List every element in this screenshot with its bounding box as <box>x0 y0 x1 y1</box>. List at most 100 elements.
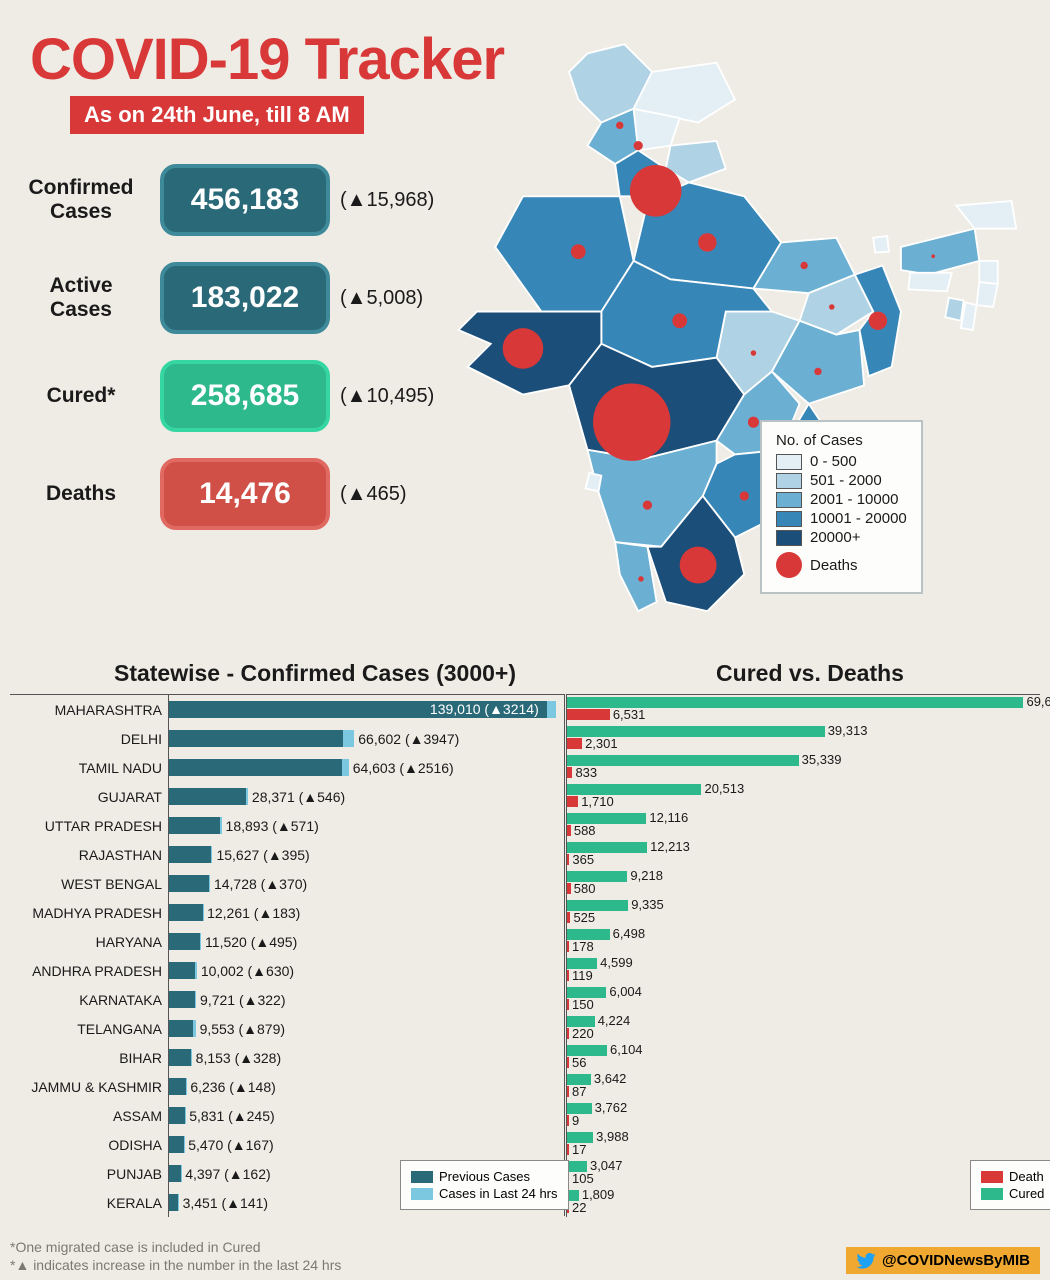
death-circle <box>751 350 757 356</box>
state-row: UTTAR PRADESH 18,893 (▲571) <box>10 811 564 840</box>
cured-value: 4,224 <box>598 1013 631 1028</box>
death-circle <box>869 312 887 330</box>
stat-delta: (▲5,008) <box>340 287 423 310</box>
state-row: HARYANA 11,520 (▲495) <box>10 927 564 956</box>
state-name: ODISHA <box>10 1137 168 1153</box>
legend-row: 501 - 2000 <box>776 472 907 489</box>
death-circle <box>800 262 807 269</box>
bar-value: 15,627 (▲395) <box>216 847 309 863</box>
death-circle <box>638 576 644 582</box>
region-goa <box>586 473 602 491</box>
state-name: WEST BENGAL <box>10 876 168 892</box>
death-bar <box>567 883 571 894</box>
bar-new <box>220 817 222 834</box>
bar-prev <box>169 759 342 776</box>
death-value: 105 <box>572 1171 594 1186</box>
bar-prev <box>169 991 195 1008</box>
death-value: 87 <box>572 1084 586 1099</box>
stat-label: Cured* <box>10 384 152 408</box>
bar-new <box>203 904 204 921</box>
right-chart-title: Cured vs. Deaths <box>610 660 1010 687</box>
bar-value: 64,603 (▲2516) <box>353 760 454 776</box>
cured-value: 12,116 <box>649 810 688 825</box>
death-bar <box>567 767 572 778</box>
left-chart-legend: Previous CasesCases in Last 24 hrs <box>400 1160 569 1210</box>
death-circle <box>740 491 749 500</box>
state-row: WEST BENGAL 14,728 (▲370) <box>10 869 564 898</box>
stat-row: Deaths 14,476 (▲465) <box>10 458 440 530</box>
death-circle <box>814 368 821 375</box>
right-chart-legend: DeathCured <box>970 1160 1050 1210</box>
twitter-icon <box>856 1253 876 1269</box>
death-value: 365 <box>572 852 594 867</box>
state-name: KERALA <box>10 1195 168 1211</box>
death-value: 588 <box>574 823 596 838</box>
bar-track: 10,002 (▲630) <box>168 956 564 985</box>
bar-track: 11,520 (▲495) <box>168 927 564 956</box>
death-circle <box>672 313 687 328</box>
cured-death-row: 4,224 220 <box>566 1014 1040 1043</box>
bar-track: 8,153 (▲328) <box>168 1043 564 1072</box>
death-circle <box>571 244 586 259</box>
bar-new <box>209 875 210 892</box>
state-name: TELANGANA <box>10 1021 168 1037</box>
cured-death-row: 3,047 105 <box>566 1159 1040 1188</box>
stat-value-pill: 456,183 <box>160 164 330 236</box>
bar-track: 28,371 (▲546) <box>168 782 564 811</box>
cured-death-row: 35,339 833 <box>566 753 1040 782</box>
cured-death-row: 12,213 365 <box>566 840 1040 869</box>
region-nagaland <box>979 261 997 284</box>
bar-new <box>185 1107 186 1124</box>
stats-cards: ConfirmedCases 456,183 (▲15,968) ActiveC… <box>10 164 440 556</box>
bar-value: 10,002 (▲630) <box>201 963 294 979</box>
bar-value: 6,236 (▲148) <box>190 1079 275 1095</box>
death-circle <box>698 233 716 251</box>
cured-value: 12,213 <box>650 839 690 854</box>
bar-prev <box>169 1078 186 1095</box>
region-manipur <box>977 282 998 307</box>
bar-track: 9,721 (▲322) <box>168 985 564 1014</box>
legend-row: 2001 - 10000 <box>776 491 907 508</box>
cured-death-row: 3,988 17 <box>566 1130 1040 1159</box>
legend-row: 10001 - 20000 <box>776 510 907 527</box>
bar-track: 9,553 (▲879) <box>168 1014 564 1043</box>
bar-prev <box>169 846 211 863</box>
twitter-handle: @COVIDNewsByMIB <box>846 1247 1040 1274</box>
death-bar <box>567 1144 569 1155</box>
death-circle <box>634 141 643 150</box>
bar-new <box>195 962 197 979</box>
cured-bar <box>567 755 799 766</box>
state-row: TAMIL NADU 64,603 (▲2516) <box>10 753 564 782</box>
charts-area: Statewise - Confirmed Cases (3000+) Cure… <box>10 660 1040 1220</box>
death-bar <box>567 1028 569 1039</box>
bar-value: 5,831 (▲245) <box>189 1108 274 1124</box>
death-value: 22 <box>572 1200 586 1215</box>
state-name: UTTAR PRADESH <box>10 818 168 834</box>
bar-track: 5,831 (▲245) <box>168 1101 564 1130</box>
death-value: 525 <box>573 910 595 925</box>
state-name: MADHYA PRADESH <box>10 905 168 921</box>
left-chart-title: Statewise - Confirmed Cases (3000+) <box>80 660 550 687</box>
region-meghalaya <box>908 273 951 291</box>
bar-value: 4,397 (▲162) <box>185 1166 270 1182</box>
bar-value: 14,728 (▲370) <box>214 876 307 892</box>
bar-new <box>200 933 201 950</box>
bar-value: 11,520 (▲495) <box>205 934 297 950</box>
state-row: GUJARAT 28,371 (▲546) <box>10 782 564 811</box>
bar-prev <box>169 933 200 950</box>
cured-value: 1,809 <box>582 1187 615 1202</box>
footnote-line: *▲ indicates increase in the number in t… <box>10 1256 341 1274</box>
state-row: TELANGANA 9,553 (▲879) <box>10 1014 564 1043</box>
death-bar <box>567 1115 569 1126</box>
state-row: RAJASTHAN 15,627 (▲395) <box>10 840 564 869</box>
legend-item: Death <box>981 1169 1044 1184</box>
state-row: BIHAR 8,153 (▲328) <box>10 1043 564 1072</box>
stat-delta: (▲10,495) <box>340 385 434 408</box>
bar-prev <box>169 788 246 805</box>
cured-death-row: 39,313 2,301 <box>566 724 1040 753</box>
stat-value-pill: 14,476 <box>160 458 330 530</box>
state-name: MAHARASHTRA <box>10 702 168 718</box>
legend-item: Cases in Last 24 hrs <box>411 1186 558 1201</box>
state-name: HARYANA <box>10 934 168 950</box>
state-row: JAMMU & KASHMIR 6,236 (▲148) <box>10 1072 564 1101</box>
